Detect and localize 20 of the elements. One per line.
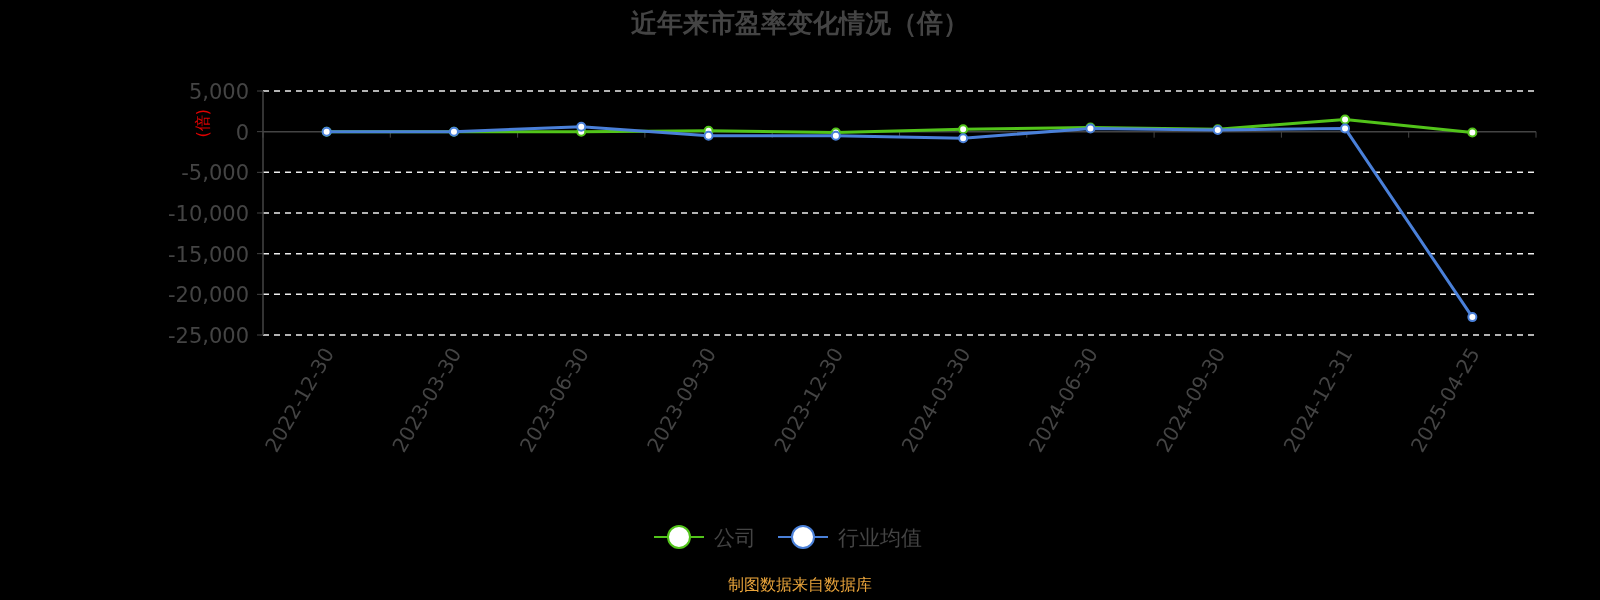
y-tick-label: -5,000 xyxy=(181,161,249,186)
point xyxy=(958,133,969,144)
y-tick-label: -20,000 xyxy=(167,283,249,308)
point xyxy=(958,124,969,135)
point xyxy=(576,121,587,132)
y-tick-label: 0 xyxy=(235,120,249,145)
text: 制图数据来自数据库 xyxy=(728,575,872,594)
point xyxy=(1467,312,1478,323)
point xyxy=(1340,123,1351,134)
point xyxy=(703,130,714,141)
y-tick-label: -15,000 xyxy=(167,242,249,267)
y-axis-title: (倍) xyxy=(193,109,212,138)
legend-label: 行业均值 xyxy=(838,526,922,550)
y-tick-label: -10,000 xyxy=(167,202,249,226)
point xyxy=(1467,127,1478,138)
y-tick-label: 5,000 xyxy=(188,80,249,104)
chart-title: 近年来市盈率变化情况（倍） xyxy=(631,8,969,38)
y-tick-label: -25,000 xyxy=(167,324,249,348)
legend-label: 公司 xyxy=(714,526,756,550)
point xyxy=(1340,114,1351,125)
